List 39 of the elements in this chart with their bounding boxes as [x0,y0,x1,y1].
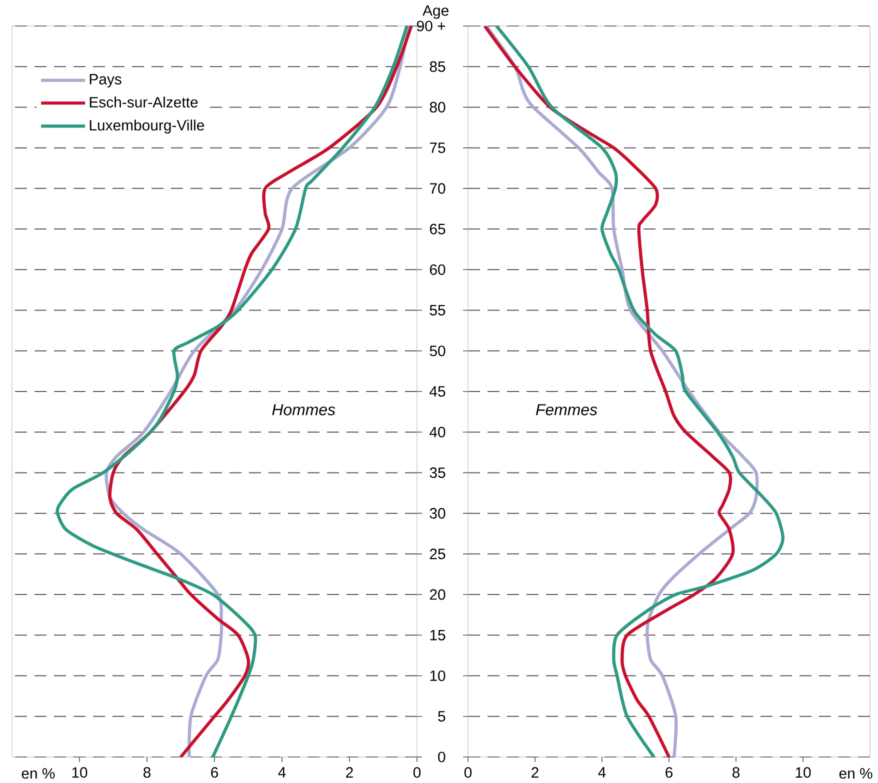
y-tick-label: 40 [430,426,446,438]
y-axis-title: Age [422,5,448,19]
x-tick-label: 6 [666,767,673,778]
x-tick-label: 8 [144,767,151,778]
y-tick-label: 30 [430,508,446,519]
y-tick-label: 80 [430,102,446,112]
annotation: Femmes [536,404,598,416]
x-tick-label: 2 [346,767,353,778]
y-tick-label: 0 [438,752,446,762]
x-tick-label: 10 [796,767,811,778]
annotation: Hommes [272,404,336,416]
y-tick-label: 50 [430,346,446,356]
y-tick-label: 20 [430,589,446,600]
y-tick-label: 85 [430,61,446,72]
legend-label: Esch-sur-Alzette [90,96,198,108]
legend-label: Pays [90,74,122,88]
x-tick-label: 4 [278,767,286,778]
y-tick-label: 65 [430,224,446,234]
x-tick-label: 0 [464,767,472,778]
y-tick-label: 60 [430,264,446,275]
x-tick-label: 4 [598,767,606,778]
y-tick-label: 35 [430,467,446,478]
y-tick-label: 70 [430,183,446,194]
legend-label: Luxembourg-Ville [90,120,204,134]
x-tick-label: 10 [72,767,88,778]
y-tick-label: 25 [430,548,446,560]
y-tick-label: 90 + [417,20,446,32]
y-tick-label: 5 [438,711,446,722]
x-tick-label: 8 [732,767,740,778]
y-tick-label: 15 [430,630,446,640]
x-tick-label: 0 [413,767,421,778]
y-tick-label: 45 [430,386,446,397]
y-tick-label: 75 [430,142,446,154]
x-axis-title: en % [839,768,872,779]
x-axis-title: en % [22,768,55,779]
x-tick-label: 2 [532,767,538,778]
y-tick-label: 55 [430,305,446,316]
x-tick-label: 6 [211,767,218,778]
y-tick-label: 10 [430,670,446,682]
